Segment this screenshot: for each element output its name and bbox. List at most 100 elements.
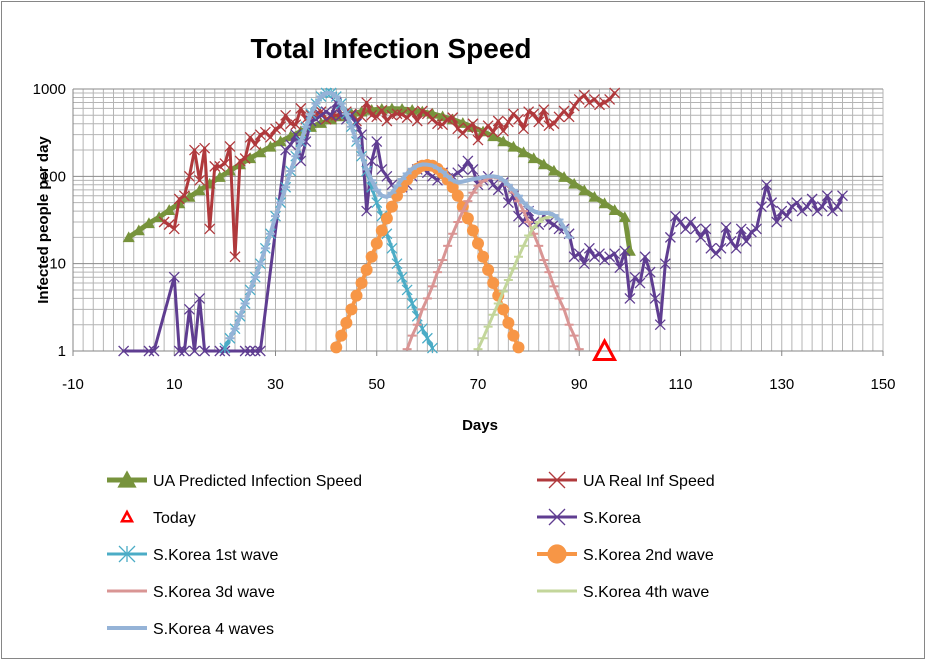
data-point: [654, 319, 666, 331]
data-point: [619, 245, 631, 257]
data-point: [274, 135, 287, 147]
data-point: [477, 250, 490, 263]
data-point: [578, 258, 590, 270]
data-point: [578, 184, 591, 196]
data-point: [690, 223, 702, 235]
data-point: [482, 120, 494, 132]
legend-entry: UA Predicted Infection Speed: [107, 470, 362, 490]
data-point: [599, 254, 611, 266]
y-tick-label: 1000: [33, 81, 66, 98]
x-tick-label: 30: [267, 376, 284, 393]
legend-label: S.Korea 4th wave: [583, 584, 709, 601]
legend-marker: [547, 544, 567, 564]
data-point: [801, 201, 813, 213]
data-point: [659, 258, 671, 270]
legend-entry: S.Korea 2nd wave: [537, 544, 714, 564]
legend-entry: Today: [119, 509, 196, 527]
x-tick-label: -10: [62, 376, 84, 393]
data-point: [745, 226, 757, 238]
data-point: [375, 224, 388, 237]
data-point: [451, 189, 464, 202]
data-point: [537, 158, 550, 170]
data-point: [249, 139, 261, 151]
data-point: [592, 337, 618, 361]
data-point: [725, 235, 737, 247]
data-point: [396, 109, 408, 120]
data-point: [183, 170, 195, 182]
legend-label: S.Korea 1st wave: [153, 547, 279, 564]
data-point: [356, 129, 368, 141]
data-point: [280, 109, 292, 121]
data-point: [598, 197, 611, 209]
data-point: [360, 263, 373, 276]
y-tick-label: 10: [49, 256, 66, 273]
data-point: [335, 329, 348, 342]
data-point: [361, 205, 373, 217]
data-point: [533, 116, 545, 128]
series-7: [473, 215, 554, 351]
data-point: [416, 105, 428, 117]
data-point: [649, 292, 661, 304]
data-point: [209, 160, 221, 172]
data-point: [264, 140, 277, 152]
data-point: [487, 277, 500, 290]
data-point: [604, 251, 616, 263]
data-point: [163, 204, 176, 215]
data-point: [244, 345, 256, 357]
legend: UA Predicted Infection Speed UA Real Inf …: [107, 470, 715, 638]
data-point: [189, 144, 200, 156]
legend-entry: S.Korea 4 waves: [107, 621, 274, 638]
data-point: [122, 231, 135, 243]
x-axis-title: Days: [462, 417, 498, 434]
data-point: [290, 129, 302, 141]
data-point: [370, 237, 383, 250]
data-point: [239, 153, 251, 164]
data-point: [406, 106, 418, 118]
data-point: [385, 200, 398, 213]
data-point: [594, 248, 605, 260]
data-point: [513, 113, 524, 125]
data-point: [781, 210, 793, 222]
data-point: [214, 160, 226, 172]
legend-label: S.Korea 4 waves: [153, 621, 274, 638]
data-point: [786, 201, 798, 213]
data-point: [664, 231, 676, 243]
data-point: [538, 104, 550, 116]
data-point: [761, 179, 773, 191]
legend-marker: [548, 471, 566, 489]
data-point: [467, 118, 479, 130]
legend-entry: UA Real Inf Speed: [537, 471, 715, 490]
data-point: [578, 89, 590, 101]
y-axis-title: Infected people per day: [35, 136, 52, 304]
data-point: [213, 171, 226, 182]
data-point: [376, 104, 388, 116]
data-point: [254, 146, 267, 158]
legend-marker: [119, 509, 135, 523]
data-point: [158, 216, 170, 228]
data-point: [361, 97, 373, 108]
legend-entry: S.Korea 4th wave: [537, 584, 709, 601]
series-4: [219, 87, 438, 354]
data-point: [639, 251, 651, 263]
data-point: [340, 316, 353, 329]
data-point: [695, 231, 707, 243]
data-point: [837, 190, 848, 202]
legend-marker: [117, 470, 137, 488]
data-point: [421, 332, 433, 344]
data-point: [194, 292, 206, 304]
data-point: [771, 216, 783, 228]
data-point: [132, 224, 145, 236]
series-layer: [118, 87, 848, 361]
data-point: [766, 197, 778, 209]
data-point: [831, 201, 843, 213]
y-tick-label: 100: [41, 168, 66, 185]
data-point: [588, 190, 601, 202]
data-point: [680, 223, 692, 235]
data-point: [380, 212, 393, 225]
x-tick-label: 90: [571, 376, 588, 393]
data-point: [512, 341, 525, 354]
data-point: [614, 262, 626, 274]
